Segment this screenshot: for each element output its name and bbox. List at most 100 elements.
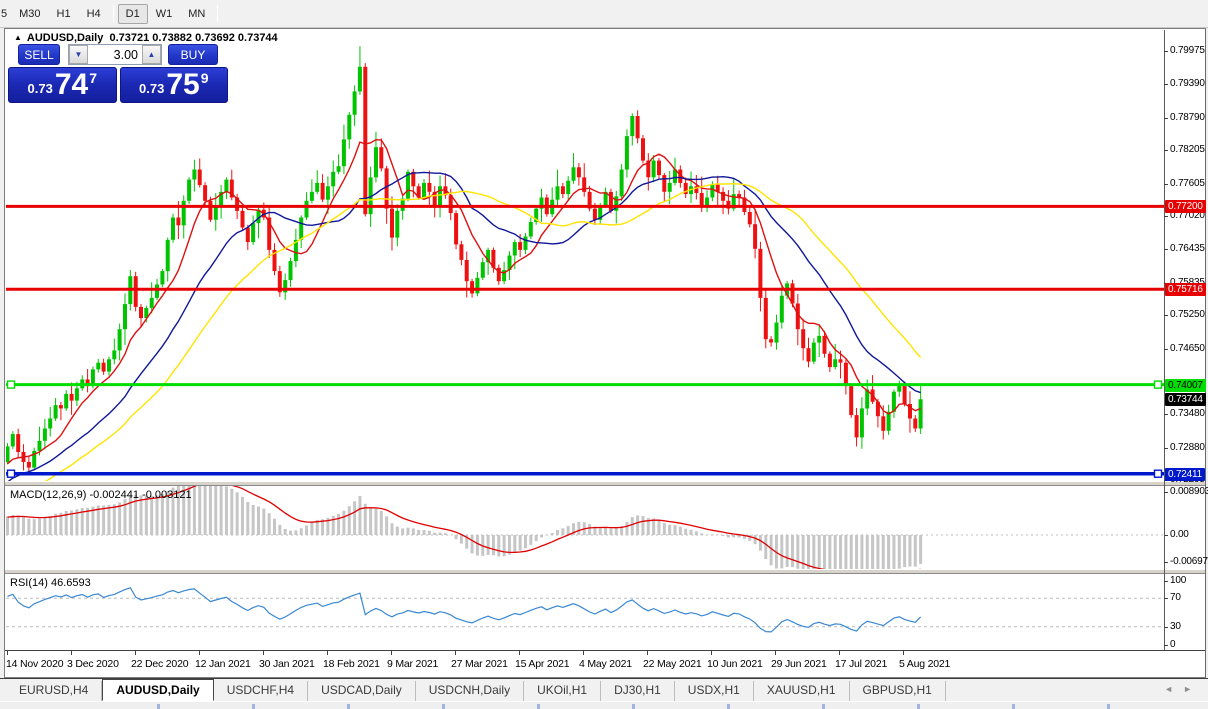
date-tick	[455, 651, 456, 655]
timeframe-button-H1[interactable]: H1	[56, 8, 71, 20]
rsi-chart[interactable]	[6, 574, 1164, 650]
rsi-scale-label: 70	[1170, 592, 1181, 604]
date-label: 29 Jun 2021	[771, 658, 827, 670]
volume-input[interactable]: 3.00	[88, 45, 142, 64]
scroll-left-icon[interactable]: ◄	[1164, 684, 1184, 694]
date-tick	[263, 651, 264, 655]
buy-price-main: 75	[166, 68, 200, 101]
price-tick	[1164, 447, 1168, 449]
macd-scale-label: -0.00697	[1170, 556, 1208, 567]
date-tick	[519, 651, 520, 655]
date-tick	[647, 651, 648, 655]
price-axis-label: 0.78790	[1170, 111, 1205, 123]
scroll-right-icon[interactable]: ►	[1183, 684, 1202, 694]
date-tick	[391, 651, 392, 655]
price-tick	[1164, 581, 1168, 582]
hline-handle	[6, 469, 16, 478]
date-label: 14 Nov 2020	[6, 658, 64, 670]
timeframe-button-M30[interactable]: M30	[19, 8, 41, 20]
current-price-box: 0.73744	[1165, 393, 1206, 407]
date-tick	[775, 651, 776, 655]
tab-eurusd-h4[interactable]: EURUSD,H4	[6, 681, 103, 701]
candles	[6, 46, 923, 475]
date-label: 4 May 2021	[579, 658, 632, 670]
date-label: 10 Jun 2021	[707, 658, 763, 670]
volume-decrease-button[interactable]: ▼	[69, 45, 88, 64]
date-label: 27 Mar 2021	[451, 658, 508, 670]
price-tick	[1164, 249, 1168, 251]
hline-handle	[1153, 469, 1163, 478]
tab-usdx-h1[interactable]: USDX,H1	[675, 681, 754, 701]
timeframe-button-W1[interactable]: W1	[155, 8, 173, 20]
buy-price-panel[interactable]: 0.73 75 9	[119, 67, 228, 103]
status-strip	[0, 701, 1208, 709]
tab-usdcnh-daily[interactable]: USDCNH,Daily	[416, 681, 525, 701]
tab-usdchf-h4[interactable]: USDCHF,H4	[214, 681, 309, 701]
level-price-box: 0.77200	[1165, 200, 1206, 214]
price-tick	[1164, 84, 1168, 86]
toolbar-separator	[217, 5, 219, 22]
level-price-box: 0.75716	[1165, 283, 1206, 297]
tab-dj30-h1[interactable]: DJ30,H1	[601, 681, 675, 701]
price-tick	[1164, 117, 1168, 119]
tab-audusd-daily[interactable]: AUDUSD,Daily	[102, 679, 214, 701]
date-axis: 14 Nov 2020 3 Dec 2020 22 Dec 2020 12 Jan 2…	[6, 651, 1202, 677]
buy-price-pip: 9	[200, 70, 209, 86]
sell-button[interactable]: SELL	[18, 44, 60, 65]
date-tick	[327, 651, 328, 655]
price-axis-label: 0.75250	[1170, 309, 1205, 321]
chart-tab-bar: EURUSD,H4 AUDUSD,Daily USDCHF,H4 USDCAD,Dai…	[0, 678, 1208, 701]
timeframe-toolbar: 5 M30 H1 H4 D1 W1 MN	[0, 0, 1208, 28]
buy-button[interactable]: BUY	[168, 44, 218, 65]
ma-34-line	[44, 182, 922, 481]
status-strip-marks	[65, 704, 1165, 709]
ma-8-line	[7, 138, 921, 465]
price-axis-label: 0.75835	[1170, 276, 1205, 288]
timeframe-button-MN[interactable]: MN	[188, 8, 206, 20]
date-label: 22 Dec 2020	[131, 658, 189, 670]
timeframe-button-5[interactable]: 5	[1, 8, 8, 20]
price-tick	[1164, 492, 1168, 493]
tab-gbpusd-h1[interactable]: GBPUSD,H1	[850, 681, 946, 701]
date-tick	[199, 651, 200, 655]
level-price-box: 0.74007	[1165, 378, 1206, 392]
price-chart[interactable]	[6, 30, 1164, 481]
date-tick	[711, 651, 712, 655]
sell-price-prefix: 0.73	[27, 81, 53, 96]
macd-chart[interactable]	[6, 486, 1164, 569]
price-tick	[1164, 216, 1168, 218]
price-tick	[1164, 282, 1168, 284]
date-label: 9 Mar 2021	[387, 658, 439, 670]
tab-usdcad-daily[interactable]: USDCAD,Daily	[308, 681, 416, 701]
date-label: 5 Aug 2021	[899, 658, 951, 670]
price-tick	[1164, 315, 1168, 317]
price-tick	[1164, 562, 1168, 563]
timeframe-button-D1[interactable]: D1	[117, 4, 148, 24]
window-edge	[1206, 28, 1208, 678]
ma-21-line	[7, 171, 921, 481]
price-axis-divider	[1164, 30, 1165, 650]
pane-separator[interactable]	[5, 481, 1205, 486]
date-label: 3 Dec 2020	[67, 658, 119, 670]
x-axis-line	[5, 650, 1205, 651]
macd-signal-line	[7, 486, 921, 569]
tab-xauusd-h1[interactable]: XAUUSD,H1	[754, 681, 850, 701]
price-axis-label: 0.79390	[1170, 78, 1205, 90]
date-tick	[839, 651, 840, 655]
tab-ukoil-h1[interactable]: UKOil,H1	[524, 681, 602, 701]
price-axis-label: 0.73480	[1170, 408, 1205, 420]
sell-price-panel[interactable]: 0.73 74 7	[8, 67, 117, 103]
price-tick	[1164, 535, 1168, 536]
price-axis-label: 0.77020	[1170, 210, 1205, 222]
timeframe-button-H4[interactable]: H4	[86, 8, 101, 20]
volume-increase-button[interactable]: ▲	[142, 45, 161, 64]
pane-separator[interactable]	[5, 569, 1205, 574]
collapse-triangle-icon[interactable]: ▲	[14, 33, 22, 42]
macd-indicator-label: MACD(12,26,9) -0.002441 -0.003121	[10, 489, 192, 501]
symbol-name: AUDUSD,Daily	[26, 32, 104, 44]
rsi-line	[7, 586, 922, 633]
rsi-scale-label: 30	[1170, 620, 1181, 632]
tab-scroll-arrows: ◄►	[1164, 684, 1202, 694]
price-axis: 0.79975 0.79390 0.78790 0.78205 0.77605 0.770…	[1164, 28, 1208, 678]
hline-handle	[1153, 380, 1163, 389]
